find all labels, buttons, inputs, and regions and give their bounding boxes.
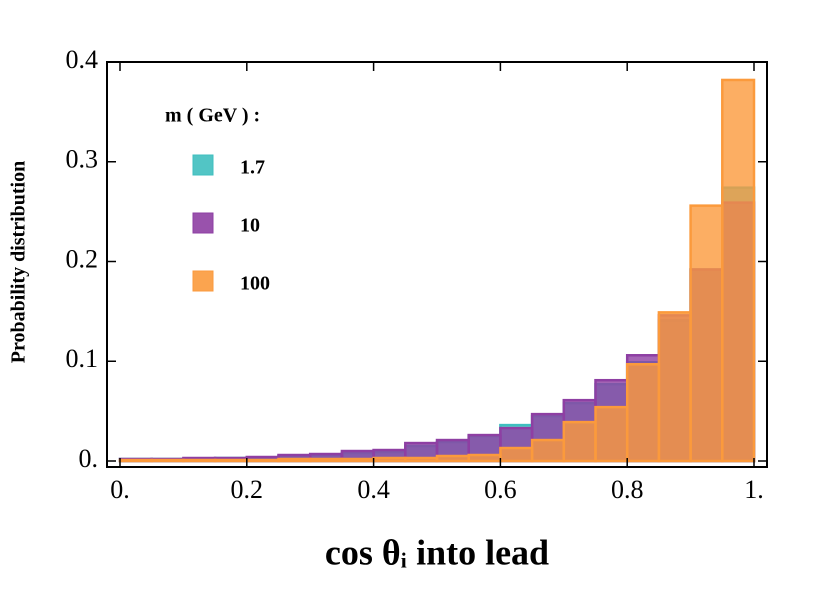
bar [435,454,470,463]
legend-label: 10 [240,215,260,237]
bar [594,405,629,463]
bar [245,458,280,463]
y-tick-label: 0.2 [66,244,99,273]
x-tick-label: 0.4 [357,475,390,504]
bar [372,456,407,463]
bar [499,446,534,463]
x-tick-label: 0. [110,475,130,504]
x-tick-label: 0.6 [484,475,517,504]
y-tick-label: 0.4 [66,45,99,74]
bar [118,458,153,463]
x-tick-label: 0.2 [231,475,264,504]
bar [530,438,566,463]
y-axis-title: Probability distribution [8,161,30,363]
bar [308,457,344,463]
x-tick-label: 1. [744,475,764,504]
bar [340,457,375,463]
legend-swatch [192,154,214,176]
bar [625,362,661,463]
bar [657,311,692,463]
bar [404,456,439,463]
y-tick-label: 0.1 [66,344,99,373]
legend-label: 100 [240,273,270,295]
bar [277,457,312,463]
y-tick-label: 0. [79,444,99,473]
legend-label: 1.7 [240,157,265,179]
bar [562,420,597,463]
bar [467,453,502,463]
bar [213,458,249,463]
bar [182,458,217,463]
frame [106,61,768,468]
x-axis-title: cos θᵢ into lead [325,532,549,572]
bar [150,458,185,463]
plot-area [118,78,756,463]
legend-swatch [192,212,214,234]
legend-swatch [192,270,214,292]
legend-title: m ( GeV ) : [165,105,260,127]
x-tick-label: 0.8 [611,475,644,504]
y-tick-label: 0.3 [66,145,99,174]
bar [689,204,724,463]
bar [721,78,756,463]
